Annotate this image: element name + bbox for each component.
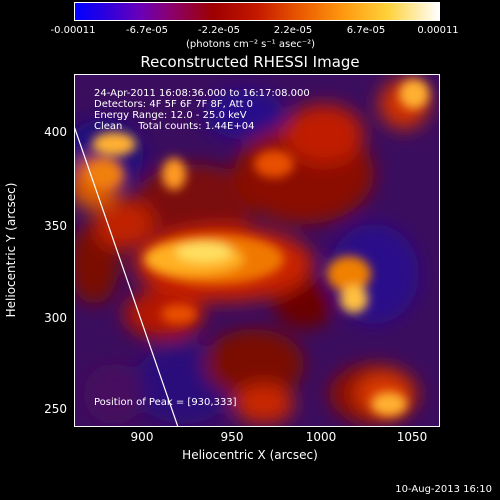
colorbar-tick: -6.7e-05 — [126, 25, 168, 36]
y-tick-label: 350 — [44, 219, 67, 233]
colorbar-tick: 2.2e-05 — [273, 25, 313, 36]
x-tick-label: 900 — [130, 430, 154, 444]
colorbar — [74, 2, 440, 21]
plot-title: Reconstructed RHESSI Image — [140, 53, 360, 71]
info-clean-counts: Clean Total counts: 1.44E+04 — [94, 121, 255, 132]
colorbar-tick: 0.00011 — [417, 25, 459, 36]
colorbar-units: (photons cm⁻² s⁻¹ asec⁻²) — [186, 39, 316, 50]
colorbar-tick: -0.00011 — [50, 25, 96, 36]
info-energy-range: Energy Range: 12.0 - 25.0 keV — [94, 110, 247, 121]
x-tick-label: 950 — [220, 430, 244, 444]
info-detectors: Detectors: 4F 5F 6F 7F 8F, Att 0 — [94, 99, 254, 110]
colorbar-tick: -2.2e-05 — [198, 25, 240, 36]
plot-frame — [74, 74, 440, 427]
y-tick-label: 300 — [44, 311, 67, 325]
colorbar-tick: 6.7e-05 — [346, 25, 386, 36]
x-axis-label: Heliocentric X (arcsec) — [182, 448, 318, 462]
info-time-range: 24-Apr-2011 16:08:36.000 to 16:17:08.000 — [94, 88, 310, 99]
x-tick-label: 1050 — [396, 430, 428, 444]
y-tick-label: 250 — [44, 402, 67, 416]
solar-image — [74, 74, 440, 427]
y-tick-label: 400 — [44, 125, 67, 139]
timestamp: 10-Aug-2013 16:10 — [395, 484, 492, 495]
peak-position: Position of Peak = [930,333] — [94, 397, 237, 408]
y-axis-label: Heliocentric Y (arcsec) — [4, 182, 18, 318]
x-tick-label: 1000 — [305, 430, 337, 444]
